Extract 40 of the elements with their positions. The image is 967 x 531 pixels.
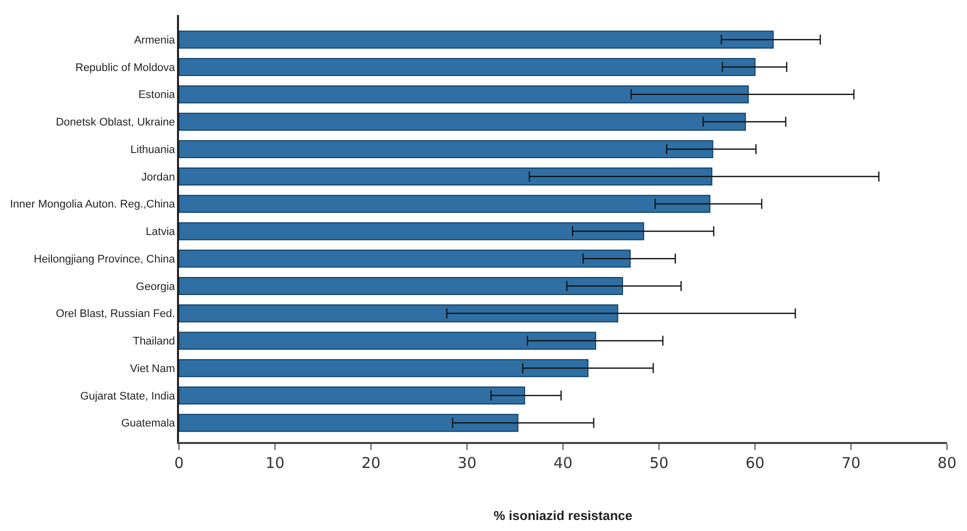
y-tick-label: Estonia [138,89,176,102]
x-tick-label: 40 [553,454,573,472]
x-tick-label: 0 [174,454,184,472]
y-tick-label: Georgia [136,280,176,293]
bar [179,386,526,404]
bar [179,168,712,186]
x-tick-label: 70 [841,454,861,472]
bar [179,85,749,104]
y-tick-label: Thailand [132,336,176,348]
y-tick-label: Republic of Moldova [75,62,176,74]
bar [179,332,596,350]
bar [179,304,618,322]
bar [179,194,710,213]
bar [179,222,644,240]
x-tick-label: 80 [937,454,957,472]
x-axis-title: % isoniazid resistance [494,508,632,524]
y-tick-label: Armenia [134,34,176,46]
x-tick-label: 50 [649,454,669,472]
y-tick-label: Gujarat State, India [80,390,176,402]
bar [179,277,624,295]
y-tick-label: Latvia [146,226,176,238]
y-tick-label: Orel Blast, Russian Fed. [56,308,176,320]
y-tick-label: Viet Nam [130,362,176,375]
x-tick-label: 10 [265,454,285,472]
x-tick-label: 30 [457,454,477,472]
bar [179,112,746,131]
x-tick-label: 20 [361,454,381,472]
y-tick-label: Donetsk Oblast, Ukraine [56,116,176,129]
y-tick-label: Lithuania [130,144,176,156]
bar [179,414,518,432]
y-tick-label: Guatemala [121,418,176,430]
y-tick-label: Heilongjiang Province, China [34,253,176,266]
bar [179,140,714,158]
bar [179,250,631,268]
y-tick-label: Jordan [141,171,176,184]
bar [179,359,588,378]
bar [179,30,774,49]
bar [179,58,756,76]
x-tick-label: 60 [745,454,765,472]
y-tick-label: Inner Mongolia Auton. Reg.,China [10,198,176,211]
